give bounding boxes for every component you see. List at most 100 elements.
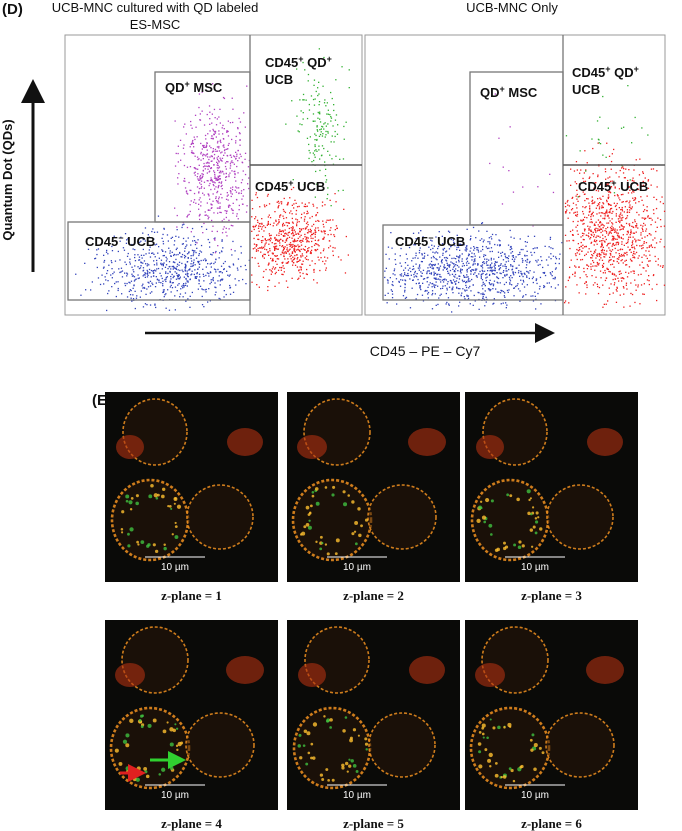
event-dot: [306, 213, 308, 215]
event-dot: [479, 270, 481, 273]
event-dot: [316, 125, 318, 127]
event-dot: [87, 248, 90, 250]
speckle: [344, 761, 349, 766]
event-dot: [490, 247, 493, 249]
event-dot: [294, 254, 296, 257]
event-dot: [611, 272, 614, 274]
event-dot: [217, 140, 219, 143]
gate-label: CD45+ UCB: [255, 178, 325, 194]
event-dot: [229, 205, 231, 207]
event-dot: [580, 169, 582, 171]
event-dot: [293, 203, 295, 205]
event-dot: [219, 122, 221, 124]
event-dot: [170, 291, 172, 293]
event-dot: [591, 196, 593, 198]
event-dot: [454, 273, 457, 276]
event-dot: [216, 158, 219, 161]
event-dot: [307, 229, 309, 231]
event-dot: [122, 247, 125, 249]
event-dot: [641, 237, 643, 239]
event-dot: [646, 279, 649, 281]
event-dot: [512, 191, 515, 193]
event-dot: [645, 183, 647, 186]
event-dot: [567, 217, 569, 219]
event-dot: [575, 214, 577, 217]
event-dot: [217, 268, 219, 271]
event-dot: [263, 225, 265, 227]
event-dot: [498, 137, 500, 139]
speckle: [541, 751, 545, 755]
event-dot: [610, 264, 612, 266]
event-dot: [624, 206, 626, 208]
speckle: [114, 748, 119, 753]
event-dot: [231, 254, 233, 256]
event-dot: [221, 279, 223, 281]
event-dot: [432, 267, 435, 269]
event-dot: [428, 284, 430, 286]
speckle: [129, 508, 133, 511]
event-dot: [178, 261, 181, 263]
event-dot: [597, 175, 599, 178]
event-dot: [311, 240, 313, 243]
event-dot: [448, 303, 450, 305]
event-dot: [572, 234, 574, 236]
image-caption: z-plane = 1: [161, 588, 222, 603]
event-dot: [622, 262, 624, 264]
event-dot: [220, 185, 222, 188]
event-dot: [577, 243, 579, 245]
event-dot: [591, 200, 593, 202]
event-dot: [158, 246, 160, 248]
event-dot: [315, 220, 317, 222]
speckle: [174, 723, 177, 726]
event-dot: [477, 249, 479, 251]
event-dot: [185, 133, 187, 135]
gate-label: QD+ MSC: [480, 84, 538, 100]
event-dot: [325, 267, 327, 269]
event-dot: [163, 289, 165, 291]
event-dot: [502, 166, 504, 168]
event-dot: [280, 230, 283, 232]
event-dot: [662, 202, 664, 205]
event-dot: [489, 290, 491, 292]
speckle: [531, 506, 535, 509]
event-dot: [590, 216, 592, 218]
event-dot: [286, 233, 288, 235]
speckle: [128, 500, 133, 505]
event-dot: [486, 258, 488, 260]
event-dot: [215, 179, 217, 181]
event-dot: [244, 126, 246, 128]
event-dot: [478, 230, 480, 232]
event-dot: [607, 234, 609, 236]
event-dot: [287, 286, 289, 288]
event-dot: [274, 239, 277, 241]
event-dot: [108, 264, 110, 266]
event-dot: [621, 255, 624, 257]
event-dot: [292, 259, 295, 261]
event-dot: [604, 269, 606, 272]
event-dot: [310, 249, 313, 251]
event-dot: [347, 254, 349, 256]
event-dot: [182, 147, 185, 149]
event-dot: [588, 229, 590, 231]
event-dot: [163, 291, 165, 293]
event-dot: [442, 281, 445, 283]
event-dot: [240, 265, 242, 268]
event-dot: [510, 236, 512, 238]
event-dot: [322, 85, 324, 87]
event-dot: [245, 211, 248, 213]
speckle: [162, 729, 167, 734]
speckle: [342, 490, 346, 494]
event-dot: [319, 158, 321, 160]
event-dot: [629, 206, 631, 208]
event-dot: [325, 130, 327, 133]
event-dot: [498, 269, 500, 271]
event-dot: [481, 285, 483, 287]
event-dot: [604, 230, 606, 232]
event-dot: [192, 253, 195, 255]
event-dot: [628, 211, 631, 213]
event-dot: [500, 252, 502, 254]
event-dot: [292, 179, 294, 181]
event-dot: [456, 248, 458, 251]
event-dot: [430, 273, 432, 275]
event-dot: [399, 274, 401, 276]
